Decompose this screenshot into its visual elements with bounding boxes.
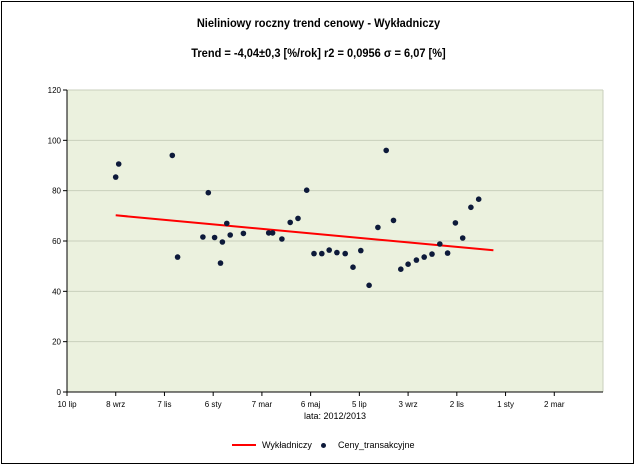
legend-label-trend: Wykładniczy bbox=[262, 440, 312, 450]
legend-item-trend: Wykładniczy bbox=[232, 440, 312, 450]
data-point bbox=[375, 224, 381, 231]
legend-label-points: Ceny_transakcyjne bbox=[338, 440, 415, 450]
x-axis-label: lata: 2012/2013 bbox=[304, 411, 366, 421]
legend-line-swatch bbox=[232, 444, 256, 446]
data-point bbox=[413, 257, 420, 263]
x-tick-label: 10 lip bbox=[57, 400, 77, 409]
legend: Wykładniczy Ceny_transakcyjne bbox=[0, 440, 637, 458]
data-point bbox=[112, 174, 119, 180]
data-point bbox=[211, 234, 218, 241]
x-tick-label: 7 lis bbox=[157, 400, 171, 409]
data-point bbox=[224, 220, 230, 227]
legend-dot-swatch bbox=[321, 442, 326, 448]
x-tick-label: 2 lis bbox=[450, 400, 464, 409]
y-tick-label: 80 bbox=[52, 187, 61, 196]
data-point bbox=[269, 230, 276, 236]
chart-title: Nieliniowy roczny trend cenowy - Wykładn… bbox=[196, 16, 441, 30]
data-point bbox=[279, 236, 285, 242]
x-tick-label: 1 sty bbox=[497, 400, 514, 409]
y-tick-label: 100 bbox=[48, 136, 62, 145]
data-point bbox=[319, 250, 325, 257]
data-point bbox=[459, 235, 466, 241]
data-point bbox=[174, 254, 181, 260]
data-point bbox=[421, 254, 428, 260]
data-point bbox=[287, 219, 294, 226]
x-tick-label: 6 sty bbox=[205, 400, 222, 409]
data-point bbox=[334, 249, 340, 256]
data-point bbox=[390, 217, 397, 224]
data-point bbox=[383, 147, 390, 154]
x-tick-label: 8 wrz bbox=[106, 400, 125, 409]
data-point bbox=[358, 247, 364, 254]
y-tick-label: 0 bbox=[57, 388, 62, 397]
x-tick-label: 7 mar bbox=[252, 400, 273, 409]
data-point bbox=[219, 239, 226, 245]
data-point bbox=[227, 232, 233, 238]
data-point bbox=[452, 220, 459, 226]
y-tick-label: 20 bbox=[52, 338, 61, 347]
data-point bbox=[200, 234, 206, 240]
data-point bbox=[205, 189, 212, 196]
data-point bbox=[240, 230, 247, 237]
data-point bbox=[295, 215, 301, 222]
data-point bbox=[311, 250, 317, 257]
trend-layer bbox=[115, 214, 494, 252]
trend-line bbox=[115, 214, 494, 252]
data-point bbox=[265, 230, 272, 236]
x-tick-label: 3 wrz bbox=[399, 400, 418, 409]
data-point bbox=[366, 282, 372, 289]
data-point bbox=[217, 260, 224, 266]
data-point bbox=[350, 264, 356, 271]
legend-item-points: Ceny_transakcyjne bbox=[313, 440, 415, 450]
x-tick-label: 2 mar bbox=[544, 400, 565, 409]
data-point bbox=[326, 247, 333, 253]
data-point bbox=[429, 251, 435, 257]
data-point bbox=[468, 204, 474, 211]
data-point bbox=[437, 241, 443, 247]
data-point bbox=[303, 187, 310, 193]
data-point bbox=[169, 152, 176, 159]
y-tick-label: 60 bbox=[52, 237, 61, 246]
data-point bbox=[342, 250, 349, 257]
data-point bbox=[115, 161, 122, 167]
x-tick-label: 6 maj bbox=[301, 400, 321, 409]
chart-subtitle: Trend = -4,04±0,3 [%/rok] r2 = 0,0956 σ … bbox=[191, 46, 446, 60]
data-point bbox=[444, 250, 451, 256]
gridlines bbox=[67, 89, 604, 392]
data-point bbox=[398, 266, 404, 273]
axes: 0 20 40 60 80 100 120 10 lip 8 wrz 7 lis 6 sty 7 ma… bbox=[48, 86, 603, 409]
points-layer bbox=[112, 147, 482, 289]
data-point bbox=[405, 261, 411, 268]
y-tick-label: 120 bbox=[48, 86, 62, 95]
x-tick-label: 5 lip bbox=[352, 400, 367, 409]
y-tick-label: 40 bbox=[52, 287, 61, 296]
data-point bbox=[475, 196, 482, 202]
